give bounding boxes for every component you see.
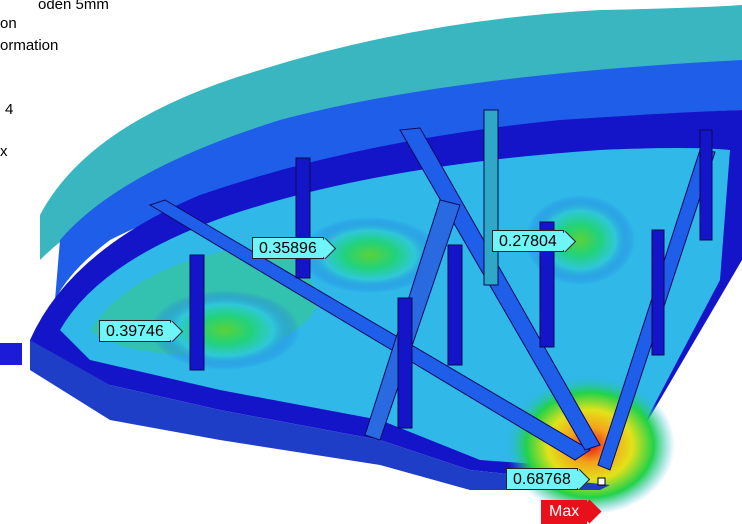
legend-line-2: on (0, 15, 17, 32)
plate-front-face (30, 340, 610, 490)
probe-label[interactable]: 0.35896 (252, 237, 324, 259)
legend-line-4: 4 (5, 101, 14, 118)
hotspot-left (150, 290, 300, 370)
outer-rim (40, 5, 742, 260)
rib-1 (148, 199, 591, 461)
probe-label[interactable]: 0.68768 (506, 468, 578, 490)
post-8 (699, 129, 713, 241)
legend-line-5: x (0, 143, 8, 160)
post-5 (483, 109, 499, 286)
post-2 (295, 157, 311, 279)
max-tag: Max (541, 500, 588, 524)
hotspot-mid (300, 217, 440, 293)
post-4 (447, 244, 463, 366)
max-marker (597, 477, 606, 486)
post-3 (397, 297, 413, 429)
post-6 (539, 221, 555, 348)
probe-label[interactable]: 0.39746 (99, 320, 171, 342)
legend-line-1: oden 5mm (38, 0, 109, 13)
probe-label[interactable]: 0.27804 (492, 230, 564, 252)
legend-line-3: ormation (0, 37, 59, 54)
axis-triad-arrow (0, 343, 22, 365)
post-7 (651, 229, 665, 356)
post-1 (189, 254, 205, 371)
